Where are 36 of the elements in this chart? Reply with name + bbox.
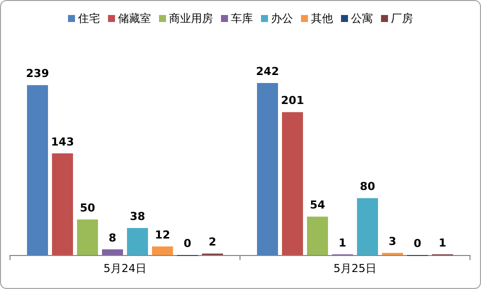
- legend-label: 车库: [231, 12, 253, 25]
- x-tick-label: 5月25日: [334, 262, 376, 275]
- data-label: 12: [154, 228, 170, 242]
- legend-label: 商业用房: [169, 12, 213, 25]
- bar: [102, 249, 123, 255]
- bar: [307, 216, 328, 255]
- legend-label: 厂房: [391, 12, 413, 25]
- bar: [152, 246, 173, 255]
- data-label: 54: [310, 198, 326, 212]
- bar: [52, 153, 73, 255]
- data-label: 1: [338, 236, 346, 250]
- legend-label: 其他: [311, 12, 333, 25]
- data-label: 80: [360, 180, 376, 194]
- data-label: 201: [281, 94, 304, 108]
- data-label: 3: [388, 234, 396, 248]
- bar: [257, 83, 278, 255]
- legend-label: 储藏室: [118, 12, 151, 25]
- bar: [27, 85, 48, 255]
- bar: [127, 228, 148, 255]
- x-tick-label: 5月24日: [104, 262, 146, 275]
- legend-label: 公寓: [351, 12, 373, 25]
- bar: [357, 198, 378, 255]
- bar: [282, 112, 303, 255]
- data-label: 8: [108, 231, 116, 244]
- data-label: 38: [130, 210, 146, 223]
- legend-label: 住宅: [78, 12, 100, 25]
- data-label: 50: [80, 201, 96, 214]
- data-label: 239: [26, 67, 49, 80]
- data-label: 143: [51, 135, 74, 148]
- data-label: 1: [438, 236, 446, 250]
- data-label: 2: [208, 236, 216, 249]
- data-label: 0: [184, 237, 192, 250]
- data-label: 0: [414, 237, 422, 250]
- bar: [77, 219, 98, 255]
- data-label: 242: [256, 65, 279, 78]
- legend-label: 办公: [271, 12, 293, 25]
